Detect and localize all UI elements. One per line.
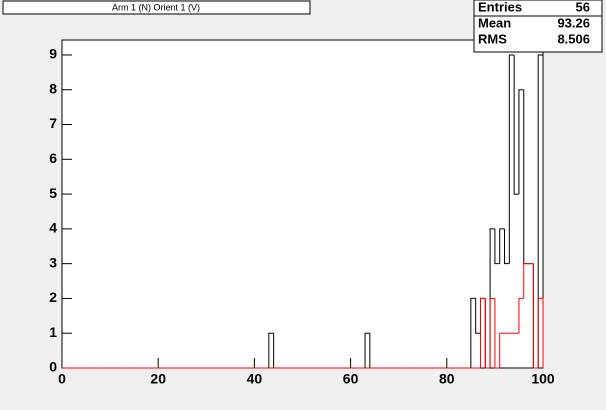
histogram-bin bbox=[508, 54, 515, 264]
histogram-bin bbox=[489, 297, 495, 368]
histogram-bin bbox=[537, 54, 544, 368]
chart-title: Arm 1 (N) Orient 1 (V) bbox=[112, 2, 200, 12]
histogram-bin bbox=[364, 332, 370, 368]
stat-value: 93.26 bbox=[557, 15, 590, 30]
y-tick-label: 8 bbox=[49, 80, 57, 96]
plot-frame bbox=[61, 39, 544, 369]
histogram-bin bbox=[494, 298, 500, 369]
histogram-bin bbox=[499, 332, 505, 368]
y-tick-label: 7 bbox=[49, 115, 57, 131]
histogram-bin bbox=[504, 228, 510, 265]
stat-value: 56 bbox=[576, 0, 590, 14]
y-tick-label: 0 bbox=[49, 359, 57, 375]
stat-label: Mean bbox=[478, 15, 511, 30]
histogram-bin bbox=[532, 263, 539, 369]
stat-value: 8.506 bbox=[557, 31, 590, 46]
y-tick-label: 6 bbox=[49, 150, 57, 166]
y-tick-label: 9 bbox=[49, 46, 57, 62]
x-tick-label: 80 bbox=[439, 371, 455, 387]
y-tick-label: 4 bbox=[49, 220, 57, 236]
histogram-bin bbox=[268, 332, 274, 368]
histogram-bin bbox=[475, 298, 481, 334]
stats-frame bbox=[473, 0, 603, 53]
histogram-bin bbox=[513, 54, 519, 195]
x-tick-label: 0 bbox=[58, 371, 66, 387]
histogram-bin bbox=[518, 89, 524, 195]
title-box bbox=[2, 0, 311, 15]
stat-label: RMS bbox=[478, 31, 507, 46]
histogram-bin bbox=[499, 228, 505, 264]
y-tick-label: 2 bbox=[49, 289, 57, 305]
stats-box: Entries 56 Mean 93.26 RMS 8.506 bbox=[473, 0, 603, 53]
x-tick-label: 20 bbox=[150, 371, 166, 387]
stat-label: Entries bbox=[478, 0, 522, 14]
histogram-bin bbox=[470, 297, 476, 368]
y-tick-label: 1 bbox=[49, 324, 57, 340]
histogram-bin bbox=[523, 263, 529, 299]
histogram-bin bbox=[479, 297, 486, 368]
histogram-bin bbox=[518, 297, 524, 334]
x-tick-label: 60 bbox=[343, 371, 359, 387]
y-tick-label: 5 bbox=[49, 185, 57, 201]
histogram-bin bbox=[494, 228, 500, 265]
histogram-bin bbox=[484, 298, 491, 369]
y-tick-label: 3 bbox=[49, 254, 57, 270]
x-tick-label: 100 bbox=[531, 371, 555, 387]
histogram-bin bbox=[537, 297, 544, 368]
x-tick-label: 40 bbox=[247, 371, 263, 387]
